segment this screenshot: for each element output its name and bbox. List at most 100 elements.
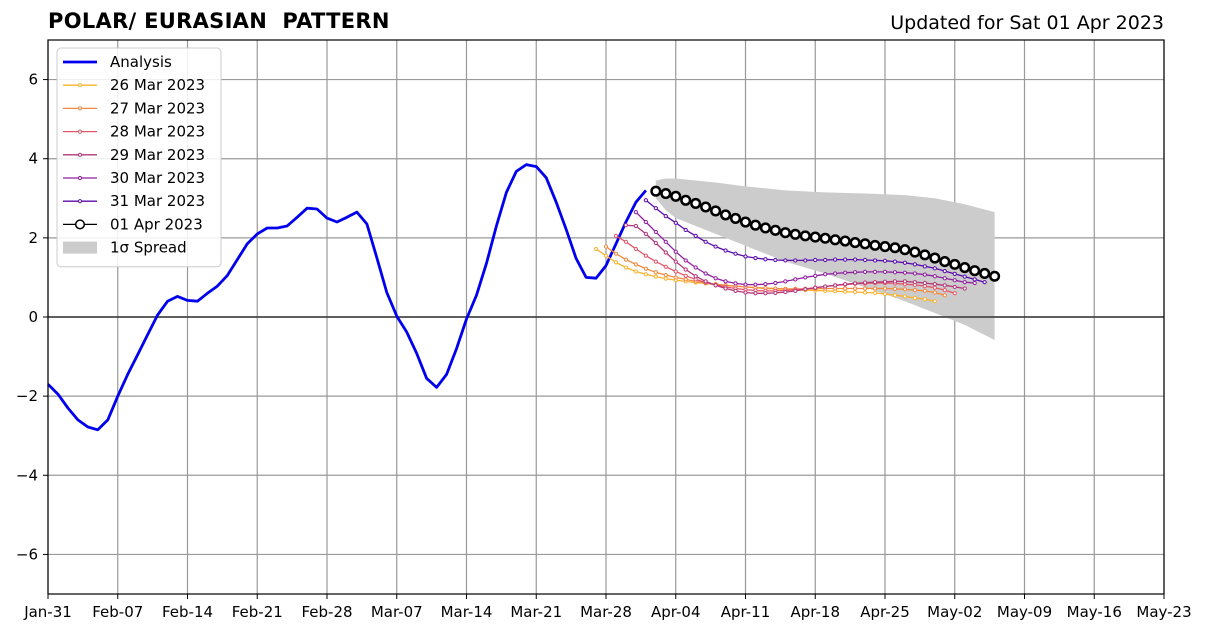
data-point <box>932 266 937 271</box>
legend-label: 28 Mar 2023 <box>110 123 205 141</box>
data-point <box>912 287 917 293</box>
data-point <box>673 269 678 274</box>
data-point <box>922 272 927 277</box>
data-point <box>763 282 768 287</box>
data-point <box>922 288 927 293</box>
data-point <box>729 212 742 225</box>
data-point <box>872 286 878 291</box>
data-point <box>680 194 692 206</box>
y-tick-label: 0 <box>28 308 38 326</box>
data-point <box>862 290 868 295</box>
legend-marker <box>77 152 83 157</box>
data-point <box>693 265 698 270</box>
data-point <box>932 274 937 279</box>
data-point <box>743 282 748 287</box>
data-point <box>882 291 888 297</box>
x-tick-label: Apr-25 <box>860 603 910 621</box>
data-point <box>833 283 838 288</box>
data-point <box>922 297 927 302</box>
data-point <box>803 275 808 280</box>
series-line <box>47 163 647 432</box>
y-tick-label: −6 <box>16 545 38 563</box>
x-tick-label: Apr-11 <box>721 603 771 621</box>
data-point <box>763 257 768 262</box>
data-point <box>623 265 629 270</box>
data-point <box>759 222 771 234</box>
data-point <box>839 235 851 247</box>
data-point <box>623 239 629 244</box>
data-point <box>853 270 858 275</box>
data-point <box>623 223 629 228</box>
data-point <box>650 185 662 197</box>
data-point <box>942 287 947 293</box>
data-point <box>763 291 768 296</box>
data-point <box>912 295 917 301</box>
data-point <box>653 270 658 275</box>
data-point <box>902 287 908 292</box>
data-point <box>869 239 881 251</box>
data-point <box>862 286 868 291</box>
y-tick-label: 6 <box>28 71 38 89</box>
data-point <box>663 264 668 269</box>
data-point <box>882 279 888 284</box>
data-point <box>882 286 888 291</box>
legend-label: 01 Apr 2023 <box>110 215 203 233</box>
data-point <box>613 233 619 238</box>
legend-marker <box>77 106 83 111</box>
y-tick-label: −2 <box>16 387 38 405</box>
data-point <box>623 257 629 262</box>
data-point <box>663 250 668 255</box>
data-point <box>962 274 967 279</box>
data-point <box>979 267 991 280</box>
data-point <box>823 257 828 263</box>
data-point <box>723 286 728 291</box>
data-point <box>843 270 848 275</box>
data-point <box>952 278 957 283</box>
series-layer <box>47 163 1001 432</box>
data-point <box>803 287 808 292</box>
data-point <box>872 290 878 295</box>
data-point <box>653 259 658 264</box>
legend-label: 31 Mar 2023 <box>110 192 205 210</box>
legend: Analysis 26 Mar 2023 27 Mar 2023 28 Mar 202… <box>56 47 222 268</box>
data-point <box>683 277 688 282</box>
x-tick-label: May-16 <box>1067 603 1122 621</box>
data-point <box>753 255 758 261</box>
series-0 <box>47 163 647 432</box>
data-point <box>653 240 658 246</box>
legend-label: 30 Mar 2023 <box>110 169 205 187</box>
data-point <box>962 280 967 285</box>
data-point <box>789 228 801 240</box>
data-point <box>643 219 648 225</box>
x-tick-label: May-23 <box>1136 603 1191 621</box>
data-point <box>779 227 791 239</box>
data-point <box>902 260 908 265</box>
data-point <box>643 198 648 203</box>
data-point <box>932 299 937 304</box>
data-point <box>819 232 831 244</box>
legend-item: Analysis <box>63 53 172 71</box>
legend-label: 1σ Spread <box>110 239 187 257</box>
data-point <box>813 273 818 278</box>
data-point <box>952 271 957 276</box>
data-point <box>633 262 638 267</box>
data-point <box>899 244 911 256</box>
data-point <box>912 271 917 276</box>
legend-marker <box>77 199 83 204</box>
data-point <box>853 257 858 262</box>
data-point <box>739 216 752 228</box>
data-point <box>713 244 718 249</box>
legend-marker <box>77 175 83 181</box>
data-point <box>693 274 698 279</box>
data-point <box>932 290 937 295</box>
data-point <box>853 289 858 295</box>
x-tick-label: Mar-21 <box>510 603 562 621</box>
legend-item: 26 Mar 2023 <box>63 76 205 94</box>
data-point <box>862 257 868 263</box>
data-point <box>683 273 688 278</box>
data-point <box>653 274 658 279</box>
x-tick-label: Apr-18 <box>791 603 841 621</box>
data-point <box>773 290 778 295</box>
x-tick-label: Feb-21 <box>232 603 283 621</box>
